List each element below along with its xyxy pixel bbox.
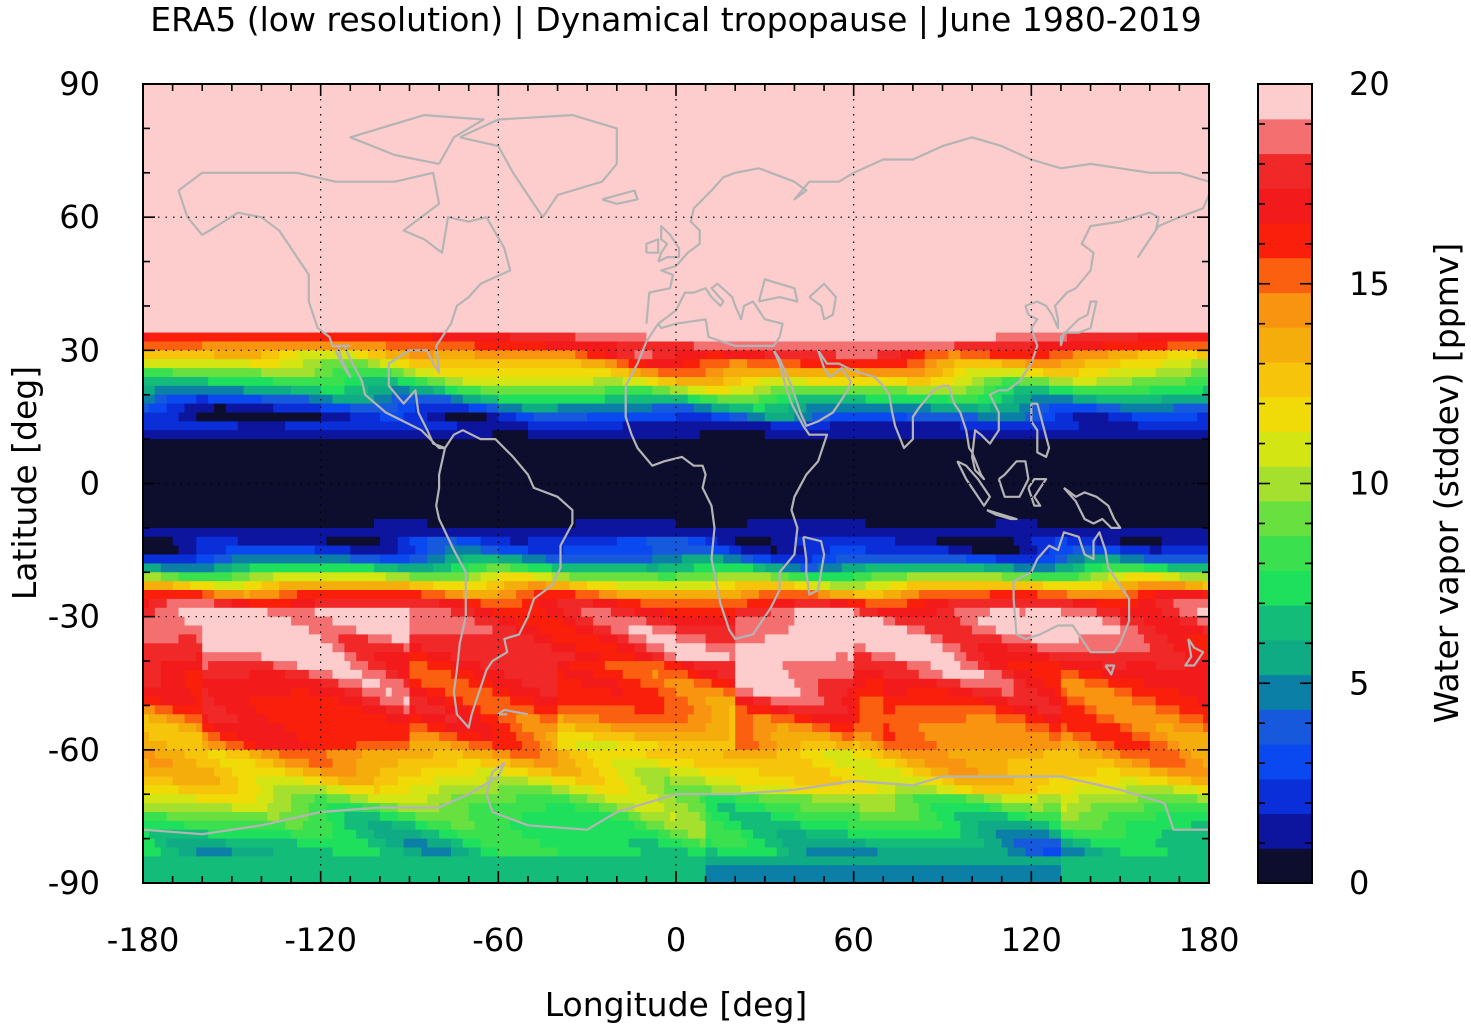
y-tick-label: 30 (59, 331, 100, 369)
coastline-23 (657, 224, 681, 263)
colorbar-label: Water vapor (stddev) [ppmv] (1427, 243, 1466, 723)
colorbar-level (1258, 674, 1312, 710)
colorbar-level (1258, 500, 1312, 537)
coastline-9 (772, 194, 1209, 481)
x-tick-label: -120 (284, 921, 357, 959)
y-tick-label: -30 (48, 598, 100, 636)
colorbar-level (1258, 639, 1312, 676)
colorbar-tick-label: 15 (1349, 265, 1390, 303)
coastline-12 (986, 509, 1018, 521)
coastline-16 (1063, 487, 1122, 529)
y-axis-label: Latitude [deg] (5, 366, 44, 600)
colorbar-level (1258, 327, 1312, 363)
colorbar-tick-label: 20 (1349, 65, 1390, 103)
coastline-13 (997, 460, 1030, 498)
x-tick-label: 120 (1001, 921, 1062, 959)
colorbar-level (1258, 361, 1312, 398)
coastline-14 (1027, 478, 1048, 507)
coastline-3 (459, 114, 618, 219)
colorbar-level (1258, 778, 1312, 815)
coastline-8 (802, 535, 826, 596)
x-tick-label: 0 (666, 921, 686, 959)
y-tick-label: 90 (59, 65, 100, 103)
coastline-25 (808, 282, 837, 321)
colorbar-level (1258, 744, 1312, 780)
coastline-4 (435, 429, 574, 729)
coastline-15 (1030, 402, 1051, 458)
coastline-5 (645, 136, 1209, 324)
y-tick-label: 0 (80, 465, 100, 503)
grid-lines (143, 84, 1209, 883)
y-tick-label: 60 (59, 198, 100, 236)
colorbar-level (1258, 153, 1312, 189)
coastline-21 (497, 708, 529, 716)
colorbar-level (1258, 222, 1312, 259)
coastline-7 (624, 323, 829, 640)
coastline-20 (143, 762, 1209, 836)
colorbar-tick-label: 5 (1349, 664, 1369, 702)
y-tick-labels: 90 60 30 0 -30 -60 -90 (48, 65, 100, 902)
coastline-17 (1012, 531, 1131, 654)
colorbar-level (1258, 605, 1312, 641)
coastline-0 (177, 171, 512, 450)
coastline-19 (1184, 638, 1205, 667)
colorbar-level (1258, 292, 1312, 328)
coastline-24 (645, 238, 660, 254)
coastline-6 (657, 282, 784, 347)
colorbar-level (1258, 709, 1312, 745)
coastline-26 (757, 278, 799, 303)
colorbar-ticks (1258, 83, 1312, 884)
colorbar-level (1258, 535, 1312, 571)
coastline-11 (956, 460, 991, 507)
x-tick-label: -180 (107, 921, 180, 959)
coastline-22 (601, 189, 639, 205)
colorbar-level (1258, 570, 1312, 606)
heatmap (143, 84, 1209, 883)
colorbar (1258, 84, 1312, 884)
x-tick-label: 60 (833, 921, 874, 959)
coastline-1 (334, 344, 352, 379)
y-tick-label: -90 (48, 864, 100, 902)
colorbar-level (1258, 813, 1312, 849)
colorbar-level (1258, 396, 1312, 432)
colorbar-tick-label: 0 (1349, 864, 1369, 902)
coastlines (143, 114, 1209, 836)
colorbar-level (1258, 188, 1312, 224)
colorbar-level (1258, 118, 1312, 155)
colorbar-level (1258, 257, 1312, 294)
colorbar-tick-labels: 0 5 10 15 20 (1349, 65, 1390, 902)
x-tick-label: 180 (1178, 921, 1239, 959)
coastline-10 (1059, 300, 1098, 347)
axis-ticks (142, 83, 1210, 884)
x-tick-label: -60 (472, 921, 524, 959)
colorbar-level (1258, 848, 1312, 884)
coastline-18 (1104, 664, 1116, 676)
x-axis-label: Longitude [deg] (545, 985, 808, 1024)
y-tick-label: -60 (48, 731, 100, 769)
chart-title: ERA5 (low resolution) | Dynamical tropop… (150, 0, 1201, 39)
coastline-2 (349, 114, 485, 165)
colorbar-tick-label: 10 (1349, 465, 1390, 503)
colorbar-level (1258, 84, 1312, 120)
colorbar-level (1258, 431, 1312, 467)
x-tick-labels: -180 -120 -60 0 60 120 180 (107, 921, 1240, 959)
